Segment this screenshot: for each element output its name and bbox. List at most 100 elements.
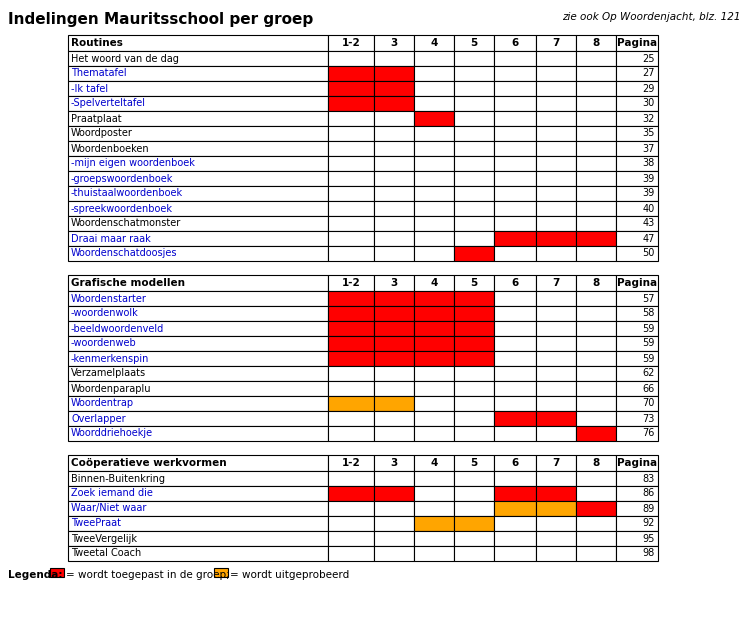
Bar (536, 186, 576, 201)
Bar (494, 411, 536, 426)
Bar (616, 411, 658, 426)
Bar (68, 501, 328, 516)
Text: 27: 27 (643, 68, 655, 78)
Bar (328, 306, 374, 321)
Bar (328, 156, 374, 171)
Bar (616, 486, 658, 501)
Bar (616, 501, 658, 516)
Bar (68, 126, 328, 141)
Bar (414, 471, 454, 486)
Text: Legenda:: Legenda: (8, 570, 62, 580)
Bar (374, 201, 414, 216)
Bar (454, 246, 494, 261)
Bar (454, 186, 494, 201)
Text: -spreekwoordenboek: -spreekwoordenboek (71, 203, 173, 213)
Bar (494, 51, 536, 66)
Bar (68, 96, 328, 111)
Bar (616, 426, 658, 441)
Bar (68, 486, 328, 501)
Bar (50, 568, 64, 577)
Bar (494, 35, 536, 51)
Bar (454, 291, 494, 306)
Bar (328, 426, 374, 441)
Text: 5: 5 (470, 458, 478, 468)
Bar (68, 455, 328, 471)
Bar (576, 126, 616, 141)
Bar (414, 216, 454, 231)
Bar (536, 546, 576, 561)
Bar (576, 306, 616, 321)
Bar (616, 291, 658, 306)
Text: Woordenstarter: Woordenstarter (71, 294, 147, 303)
Bar (536, 216, 576, 231)
Bar (576, 156, 616, 171)
Bar (454, 321, 494, 336)
Bar (374, 471, 414, 486)
Bar (536, 81, 576, 96)
Bar (536, 381, 576, 396)
Bar (494, 291, 536, 306)
Bar (536, 471, 576, 486)
Text: 4: 4 (431, 458, 437, 468)
Text: -beeldwoordenveld: -beeldwoordenveld (71, 323, 164, 334)
Bar (454, 546, 494, 561)
Bar (328, 231, 374, 246)
Bar (328, 126, 374, 141)
Text: 6: 6 (512, 38, 518, 48)
Bar (616, 351, 658, 366)
Bar (414, 531, 454, 546)
Bar (68, 111, 328, 126)
Bar (374, 231, 414, 246)
Text: -groepswoordenboek: -groepswoordenboek (71, 173, 173, 184)
Bar (68, 246, 328, 261)
Bar (576, 321, 616, 336)
Bar (374, 351, 414, 366)
Bar (328, 96, 374, 111)
Bar (328, 111, 374, 126)
Bar (576, 201, 616, 216)
Bar (576, 275, 616, 291)
Text: 86: 86 (643, 489, 655, 499)
Bar (214, 568, 228, 577)
Text: Woordenboeken: Woordenboeken (71, 144, 150, 153)
Bar (374, 275, 414, 291)
Bar (68, 306, 328, 321)
Bar (576, 216, 616, 231)
Bar (616, 96, 658, 111)
Text: Pagina: Pagina (617, 38, 657, 48)
Bar (576, 291, 616, 306)
Bar (494, 426, 536, 441)
Text: 89: 89 (643, 503, 655, 513)
Bar (576, 186, 616, 201)
Text: Woordentrap: Woordentrap (71, 399, 134, 408)
Bar (616, 471, 658, 486)
Text: 5: 5 (470, 38, 478, 48)
Bar (374, 486, 414, 501)
Text: -woordenwolk: -woordenwolk (71, 308, 139, 318)
Bar (414, 231, 454, 246)
Text: Binnen-Buitenkring: Binnen-Buitenkring (71, 473, 165, 484)
Bar (374, 186, 414, 201)
Bar (576, 51, 616, 66)
Text: Thematafel: Thematafel (71, 68, 127, 78)
Text: 1-2: 1-2 (342, 38, 360, 48)
Bar (374, 336, 414, 351)
Bar (494, 171, 536, 186)
Text: 3: 3 (390, 458, 398, 468)
Bar (374, 291, 414, 306)
Bar (454, 96, 494, 111)
Bar (454, 501, 494, 516)
Text: Het woord van de dag: Het woord van de dag (71, 54, 179, 63)
Bar (576, 471, 616, 486)
Bar (374, 426, 414, 441)
Bar (68, 51, 328, 66)
Text: 7: 7 (552, 458, 560, 468)
Text: Waar/Niet waar: Waar/Niet waar (71, 503, 146, 513)
Bar (536, 455, 576, 471)
Bar (414, 411, 454, 426)
Text: 59: 59 (643, 323, 655, 334)
Bar (374, 321, 414, 336)
Bar (454, 111, 494, 126)
Text: Pagina: Pagina (617, 278, 657, 288)
Text: 8: 8 (592, 38, 600, 48)
